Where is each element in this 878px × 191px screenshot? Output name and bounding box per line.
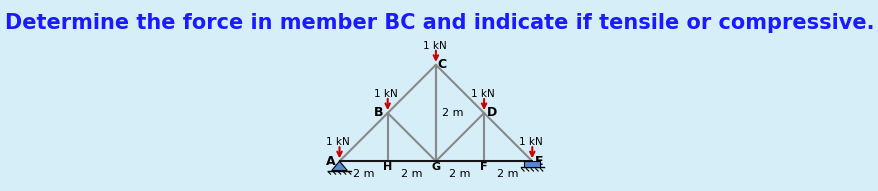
Text: A: A (326, 155, 335, 168)
Text: G: G (431, 162, 440, 172)
Polygon shape (331, 161, 347, 171)
Text: H: H (383, 162, 392, 172)
Text: E: E (535, 155, 543, 168)
Text: 1 kN: 1 kN (518, 137, 542, 147)
Text: B: B (373, 107, 383, 120)
Text: 2 m: 2 m (449, 169, 471, 179)
Polygon shape (524, 161, 539, 168)
Text: 2 m: 2 m (400, 169, 422, 179)
Text: C: C (436, 58, 446, 71)
Text: 2 m: 2 m (497, 169, 518, 179)
Text: 1 kN: 1 kN (374, 89, 398, 99)
Text: Determine the force in member BC and indicate if tensile or compressive.: Determine the force in member BC and ind… (4, 13, 874, 33)
Text: 1 kN: 1 kN (326, 137, 349, 147)
Text: F: F (479, 162, 487, 172)
Text: D: D (486, 107, 496, 120)
Text: 1 kN: 1 kN (471, 89, 494, 99)
Text: 2 m: 2 m (352, 169, 374, 179)
Text: 2 m: 2 m (442, 108, 463, 118)
Text: 1 kN: 1 kN (422, 40, 446, 50)
